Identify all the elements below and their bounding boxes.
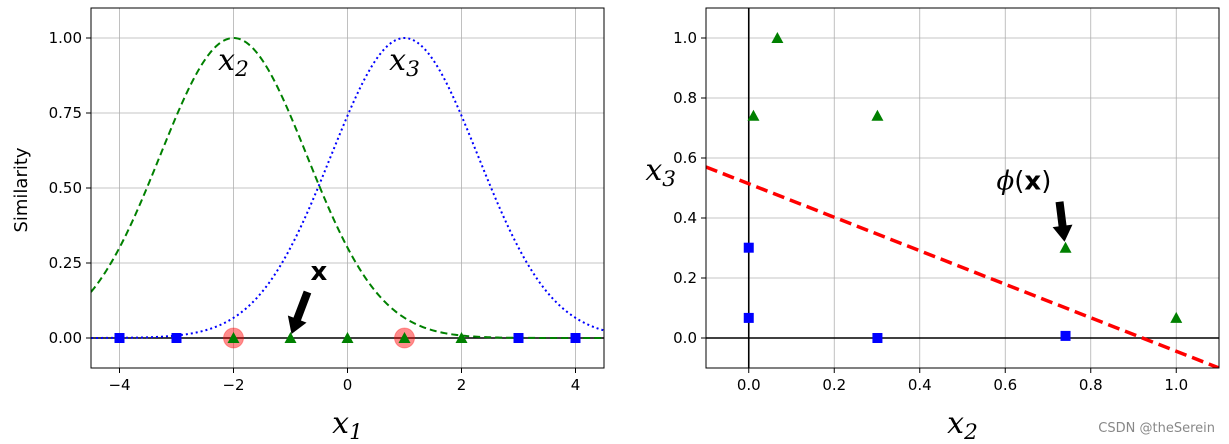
right-ytick-label: 0.0 <box>673 329 697 347</box>
right-ytick-label: 0.8 <box>673 89 697 107</box>
right-xtick-label: 0.2 <box>822 376 846 394</box>
right-zero-axes <box>706 8 1219 368</box>
green-triangle-point <box>771 32 784 43</box>
right-annotation-phi: ϕ(x) <box>997 167 1052 197</box>
left-ytick-label: 0.75 <box>49 104 82 122</box>
left-chart: x x2 x3 −4 −2 0 2 4 0.00 0.25 0.50 0.75 1.00 Simi… <box>11 7 605 444</box>
blue-square-point <box>570 333 581 343</box>
right-ticks: 0.0 0.2 0.4 0.6 0.8 1.0 0.0 0.2 0.4 0.6 0.8 1.0 <box>673 29 1188 394</box>
green-triangle-point <box>398 332 411 343</box>
green-triangle-point <box>341 332 354 343</box>
right-ytick-label: 1.0 <box>673 29 697 47</box>
left-ytick-label: 0.25 <box>49 254 82 272</box>
left-x-arrow <box>287 290 312 334</box>
blue-square-point <box>743 312 754 323</box>
blue-square-point <box>114 333 125 343</box>
right-xtick-label: 0.6 <box>993 376 1017 394</box>
green-triangle-point <box>227 332 240 343</box>
right-ytick-label: 0.4 <box>673 209 697 227</box>
decision-boundary-line <box>706 165 1219 368</box>
left-annotation-x: x <box>311 257 328 287</box>
right-data-points <box>743 32 1183 343</box>
blue-square-point <box>1060 330 1071 341</box>
left-ytick-label: 0.00 <box>49 329 82 347</box>
phi-arrow <box>1052 201 1073 242</box>
right-phi-arrow <box>1052 201 1073 242</box>
curve-label-x2: x2 <box>218 43 249 82</box>
right-x-axis-label: x2 <box>947 406 978 444</box>
right-decision-boundary <box>706 165 1219 368</box>
right-plot-frame <box>705 7 1220 369</box>
right-ytick-label: 0.2 <box>673 269 697 287</box>
right-xtick-label: 0.0 <box>737 376 761 394</box>
green-triangle-point <box>1059 241 1072 253</box>
right-ytick-label: 0.6 <box>673 149 697 167</box>
left-ytick-label: 0.50 <box>49 179 82 197</box>
left-xtick-label: 4 <box>571 376 581 394</box>
left-grid <box>91 8 604 368</box>
green-triangle-point <box>284 332 297 343</box>
left-y-axis-label: Similarity <box>11 147 32 232</box>
left-xtick-label: 2 <box>457 376 467 394</box>
green-triangle-point <box>747 109 760 121</box>
blue-square-point <box>872 333 883 343</box>
left-ytick-label: 1.00 <box>49 29 82 47</box>
blue-square-point <box>171 333 182 343</box>
left-ticks: −4 −2 0 2 4 0.00 0.25 0.50 0.75 1.00 <box>49 29 581 394</box>
right-chart: ϕ(x) 0.0 0.2 0.4 0.6 0.8 1.0 0.0 0.2 0.4 0.6 0.8 1.… <box>645 7 1220 444</box>
curve-label-x3: x3 <box>389 43 420 82</box>
right-xtick-label: 0.8 <box>1079 376 1103 394</box>
green-triangle-point <box>1170 311 1183 323</box>
blue-square-point <box>513 333 524 343</box>
left-data-points <box>114 327 581 349</box>
green-triangle-point <box>871 109 884 121</box>
left-xtick-label: −2 <box>222 376 244 394</box>
left-plot-frame <box>90 7 605 369</box>
right-grid <box>706 8 1219 368</box>
left-x-axis-label: x1 <box>332 406 363 444</box>
right-y-axis-label: x3 <box>645 153 676 192</box>
right-xtick-label: 1.0 <box>1164 376 1188 394</box>
blue-square-point <box>743 242 754 253</box>
left-xtick-label: −4 <box>108 376 130 394</box>
x-arrow <box>287 290 312 334</box>
left-xtick-label: 0 <box>343 376 353 394</box>
watermark: CSDN @theSerein <box>1098 421 1215 436</box>
green-triangle-point <box>455 332 468 343</box>
right-xtick-label: 0.4 <box>908 376 932 394</box>
